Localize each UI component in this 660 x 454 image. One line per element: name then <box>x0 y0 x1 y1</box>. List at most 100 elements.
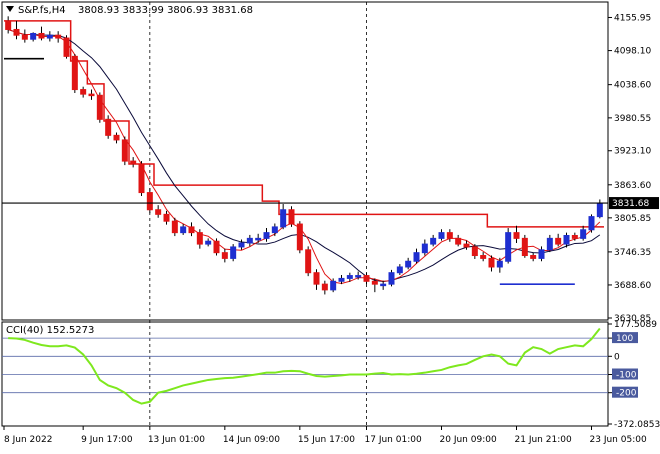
candle[interactable] <box>305 246 312 277</box>
candle[interactable] <box>21 29 28 43</box>
candle-body <box>421 243 428 254</box>
candle[interactable] <box>263 228 270 242</box>
candle[interactable] <box>155 205 162 218</box>
candle[interactable] <box>80 86 87 98</box>
candle[interactable] <box>255 233 262 243</box>
candle-body <box>30 32 37 40</box>
candle[interactable] <box>346 272 353 282</box>
candle[interactable] <box>46 31 53 42</box>
candle-body <box>538 249 545 259</box>
candle[interactable] <box>138 161 145 197</box>
candle-body <box>455 237 462 245</box>
candle[interactable] <box>146 187 153 214</box>
candle[interactable] <box>496 257 503 273</box>
price-tick-label: 3688.60 <box>614 281 651 291</box>
candle[interactable] <box>121 136 128 166</box>
fast-moving-average-line <box>8 28 601 284</box>
candle[interactable] <box>513 225 520 243</box>
candle[interactable] <box>230 244 237 262</box>
candle[interactable] <box>180 224 187 235</box>
candle-body <box>463 243 470 248</box>
candle[interactable] <box>355 271 362 280</box>
collapse-triangle-icon[interactable] <box>6 6 14 12</box>
candle[interactable] <box>388 269 395 287</box>
candle[interactable] <box>371 278 378 293</box>
candle[interactable] <box>480 252 487 262</box>
ohlc-readout: 3808.93 3833.99 3806.93 3831.68 <box>78 5 253 16</box>
candle[interactable] <box>571 232 578 241</box>
candle-body <box>113 134 120 141</box>
candle-body <box>230 246 237 259</box>
candle-body <box>238 242 245 248</box>
candle[interactable] <box>413 248 420 264</box>
candle[interactable] <box>13 20 20 40</box>
candle[interactable] <box>246 234 253 247</box>
candle[interactable] <box>463 240 470 250</box>
candle[interactable] <box>338 274 345 285</box>
candle[interactable] <box>430 234 437 247</box>
candle[interactable] <box>171 217 178 237</box>
candle[interactable] <box>71 54 78 93</box>
candle[interactable] <box>196 229 203 249</box>
candle[interactable] <box>96 92 103 123</box>
candle[interactable] <box>238 239 245 250</box>
cci-tick-label: 177.5089 <box>614 320 657 330</box>
candle[interactable] <box>221 248 228 263</box>
candle[interactable] <box>446 229 453 242</box>
candle[interactable] <box>313 269 320 290</box>
candle[interactable] <box>438 229 445 241</box>
candle-body <box>438 232 445 239</box>
candlestick-series <box>5 16 603 295</box>
candle[interactable] <box>563 232 570 248</box>
candle[interactable] <box>580 225 587 241</box>
candle[interactable] <box>30 32 37 42</box>
candle[interactable] <box>505 228 512 264</box>
candle[interactable] <box>213 238 220 256</box>
candle[interactable] <box>488 255 495 272</box>
candle[interactable] <box>546 234 553 253</box>
candle[interactable] <box>555 233 562 247</box>
candle[interactable] <box>288 206 295 227</box>
time-axis: 8 Jun 2022 9 Jun 17:00 13 Jun 01:00 14 Jun … <box>3 426 647 445</box>
candle[interactable] <box>296 221 303 254</box>
candle[interactable] <box>38 26 45 41</box>
candle[interactable] <box>271 223 278 237</box>
candle[interactable] <box>105 115 112 139</box>
candle[interactable] <box>188 222 195 237</box>
candle-body <box>196 232 203 245</box>
candle[interactable] <box>588 214 595 233</box>
candle[interactable] <box>530 252 537 262</box>
candle[interactable] <box>63 35 70 59</box>
candle-body <box>388 272 395 285</box>
candle[interactable] <box>471 244 478 259</box>
candle[interactable] <box>538 246 545 262</box>
candle[interactable] <box>205 238 212 247</box>
candle[interactable] <box>130 157 137 168</box>
candle-body <box>55 34 62 39</box>
candle-body <box>188 226 195 234</box>
candle[interactable] <box>455 234 462 247</box>
candle[interactable] <box>521 234 528 258</box>
candle[interactable] <box>5 16 12 34</box>
candle-body <box>471 246 478 257</box>
candle[interactable] <box>55 31 62 43</box>
candle[interactable] <box>88 89 95 100</box>
candle[interactable] <box>380 280 387 290</box>
cci-tick-label: -100 <box>616 370 637 380</box>
candle[interactable] <box>113 132 120 144</box>
candle-body <box>480 255 487 259</box>
candle[interactable] <box>396 264 403 275</box>
candle[interactable] <box>280 204 287 230</box>
candle[interactable] <box>163 210 170 225</box>
candle-body <box>305 249 312 274</box>
price-tick-label: 3863.60 <box>614 181 651 191</box>
cci-label: CCI(40) 152.5273 <box>6 325 94 336</box>
candle[interactable] <box>330 278 337 293</box>
candle[interactable] <box>321 280 328 295</box>
candle[interactable] <box>421 239 428 256</box>
candle[interactable] <box>405 257 412 270</box>
candle[interactable] <box>363 272 370 285</box>
candle-body <box>255 237 262 241</box>
